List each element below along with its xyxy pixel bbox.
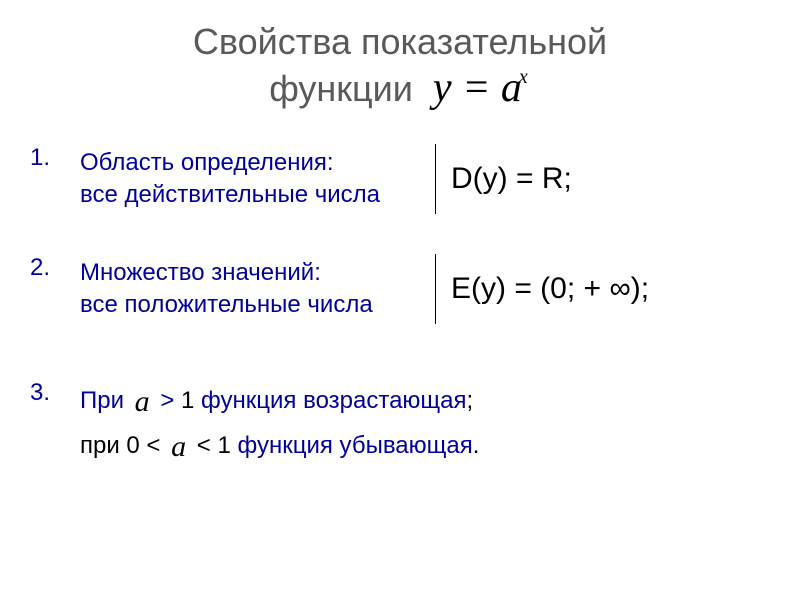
title-line1: Свойства показательной — [30, 20, 770, 63]
prefix1: При — [80, 386, 131, 413]
vertical-divider — [435, 144, 436, 214]
var-a-2: a — [167, 430, 190, 463]
title-formula: y = ax — [433, 63, 531, 113]
slide-title: Свойства показательной функции y = ax — [30, 20, 770, 114]
item-label-2: все положительные числа — [80, 291, 373, 318]
item-content: Множество значений: все положительные чи… — [80, 254, 770, 324]
var-a-1: a — [131, 385, 154, 418]
item-label-1: Область определения: — [80, 149, 334, 176]
item3-line1: При a > 1 функция возрастающая; — [80, 379, 479, 424]
formula-eq: = — [452, 65, 501, 111]
text1: функция возрастающая — [201, 386, 466, 413]
dot: . — [473, 431, 480, 458]
property-item-1: 1. Область определения: все действительн… — [30, 144, 770, 214]
title-line2: функции — [269, 67, 413, 110]
item-number: 2. — [30, 254, 80, 282]
property-item-3: 3. При a > 1 функция возрастающая; при 0… — [30, 379, 770, 469]
item-text: Множество значений: все положительные чи… — [80, 257, 420, 319]
item-formula: D(y) = R; — [451, 162, 572, 196]
formula-x: x — [519, 66, 528, 88]
item-label-2: все действительные числа — [80, 181, 380, 208]
semi: ; — [467, 386, 474, 413]
item-number: 3. — [30, 379, 80, 407]
item-formula: E(y) = (0; + ∞); — [451, 272, 649, 306]
item-label-1: Множество значений: — [80, 259, 321, 286]
item-text: Область определения: все действительные … — [80, 147, 420, 209]
item3-line2: при 0 < a < 1 функция убывающая. — [80, 424, 479, 469]
mid1: > — [154, 386, 181, 413]
item-content: Область определения: все действительные … — [80, 144, 770, 214]
vertical-divider — [435, 254, 436, 324]
text2: функция убывающая — [238, 431, 473, 458]
prefix2: при 0 < — [80, 431, 167, 458]
item3-content: При a > 1 функция возрастающая; при 0 < … — [80, 379, 479, 469]
property-item-2: 2. Множество значений: все положительные… — [30, 254, 770, 324]
mid2: < 1 — [190, 431, 237, 458]
formula-y: y — [433, 65, 452, 111]
one: 1 — [181, 386, 201, 413]
item-number: 1. — [30, 144, 80, 172]
